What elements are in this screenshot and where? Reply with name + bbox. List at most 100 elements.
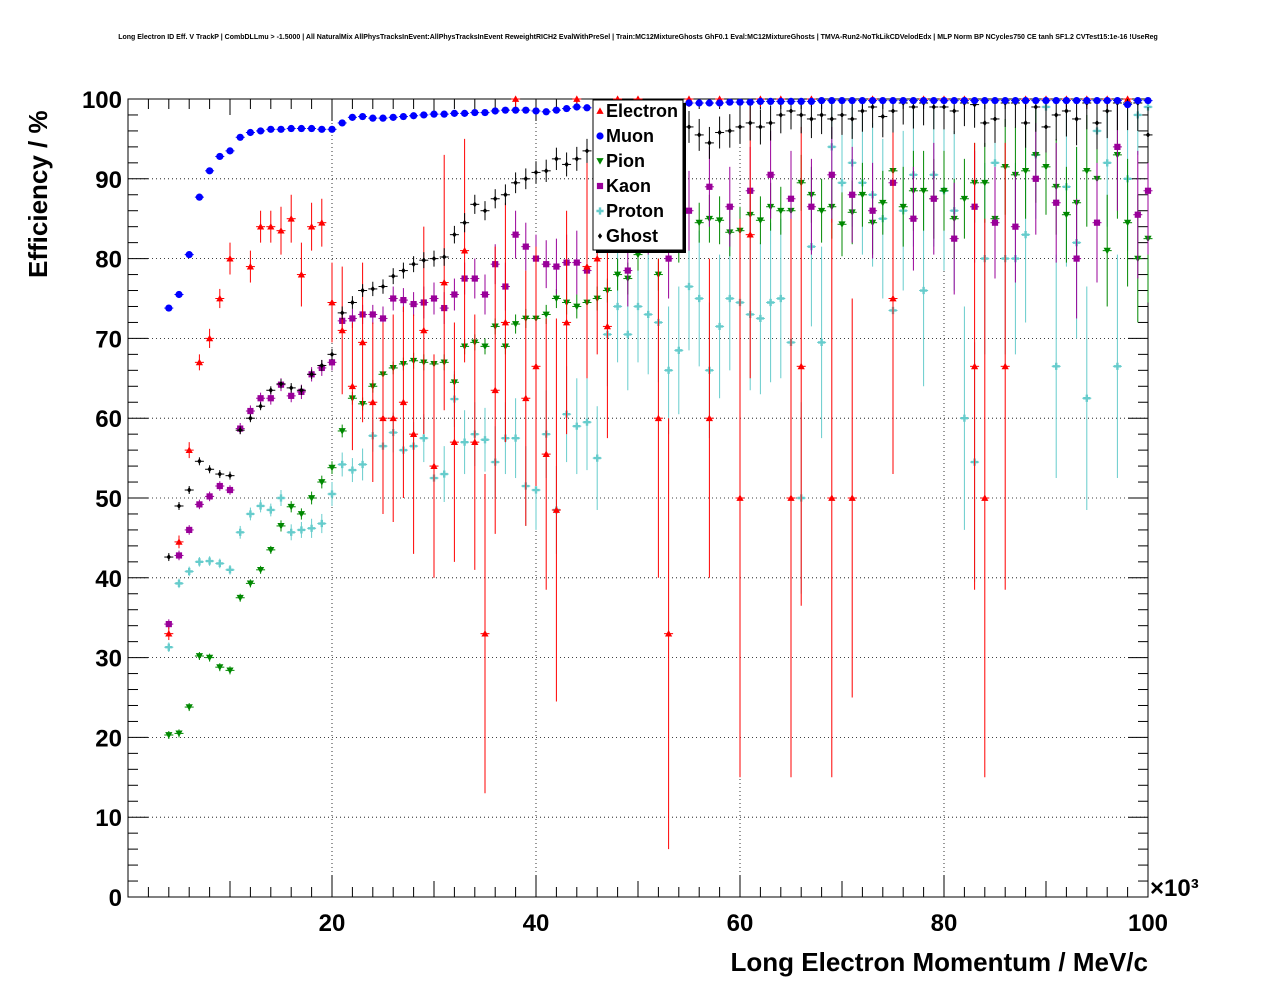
muon-point [379,114,387,122]
muon-point [1093,96,1101,105]
ghost-point [574,155,579,162]
pion-point [573,303,581,311]
electron-point [1124,95,1132,102]
legend-marker-electron [596,107,604,114]
pion-point [818,207,826,215]
proton-point [838,179,846,187]
pion-point [287,503,295,511]
proton-point [1144,103,1152,111]
ghost-point [309,371,314,378]
ghost-point [411,261,416,268]
ghost-point [1105,108,1110,114]
electron-point [552,506,560,513]
ghost-point [890,108,896,114]
proton-point [675,346,683,354]
ghost-point [1064,108,1069,114]
electron-point [512,95,520,102]
ghost-point [268,387,273,394]
ghost-point [391,273,396,280]
kaon-point [869,207,876,214]
y-axis-title: Efficiency / % [23,110,53,278]
electron-point [399,398,407,406]
muon-point [1011,96,1020,105]
muon-point [716,99,724,107]
muon-point [950,96,958,105]
electron-point [491,386,499,394]
proton-point [1113,362,1121,370]
muon-point [797,97,805,105]
electron-point [257,223,265,230]
muon-point [1144,96,1152,105]
electron-point [430,462,438,469]
muon-point [267,125,275,133]
muon-point [1103,96,1111,105]
electron-point [348,382,356,390]
muon-point [685,99,693,107]
muon-point [389,113,397,121]
ghost-point [217,471,222,477]
electron-point [308,223,316,230]
muon-point [318,125,326,133]
electron-point [246,262,254,270]
ghost-point [1043,124,1049,130]
electron-point [542,450,550,457]
kaon-point [951,235,958,242]
muon-point [869,96,877,105]
kaon-point [216,482,223,490]
proton-point [175,579,183,587]
proton-point [532,486,540,494]
muon-point [756,97,765,105]
legend-box [592,99,684,251]
electron-point [736,494,744,501]
kaon-point [991,219,999,226]
proton-point [338,460,346,469]
muon-point [471,108,479,117]
proton-point [767,298,775,307]
series-ghost [164,99,1153,562]
ghost-point [748,120,753,126]
x-tick-label: 80 [931,910,958,937]
muon-point [879,96,887,105]
ghost-point [442,254,447,260]
muon-point [705,99,714,107]
muon-point [1134,96,1142,105]
proton-point [1022,231,1030,239]
proton-point [420,434,428,442]
muon-point [940,96,948,105]
electron-point [981,494,989,501]
kaon-point [267,395,274,402]
ghost-point [319,362,324,369]
muon-point [175,290,183,299]
proton-point [481,436,489,444]
kaon-point [553,263,560,270]
pion-point [195,653,203,660]
muon-point [206,167,214,175]
kaon-point [726,203,733,210]
electron-point [410,430,418,438]
kaon-point [451,291,458,298]
electron-point [603,322,611,330]
proton-point [308,524,316,532]
ghost-point [778,112,783,118]
kaon-point [767,171,774,178]
muon-point [410,112,418,120]
kaon-point [400,296,407,304]
muon-point [726,98,734,106]
kaon-point [1114,143,1121,150]
electron-point [573,95,581,102]
pion-point [756,217,764,224]
muon-point [930,96,938,105]
pion-point [879,199,887,207]
electron-point [665,630,673,637]
electron-point [461,247,469,254]
muon-point [195,193,203,201]
pion-point [552,295,560,303]
muon-point [838,96,846,105]
pion-point [1124,219,1132,227]
y-tick-label: 20 [95,725,122,752]
kaon-point [257,395,264,402]
electron-point [532,362,540,370]
muon-point [338,119,346,127]
pion-point [1103,247,1111,255]
x-tick-label: 60 [727,910,754,937]
